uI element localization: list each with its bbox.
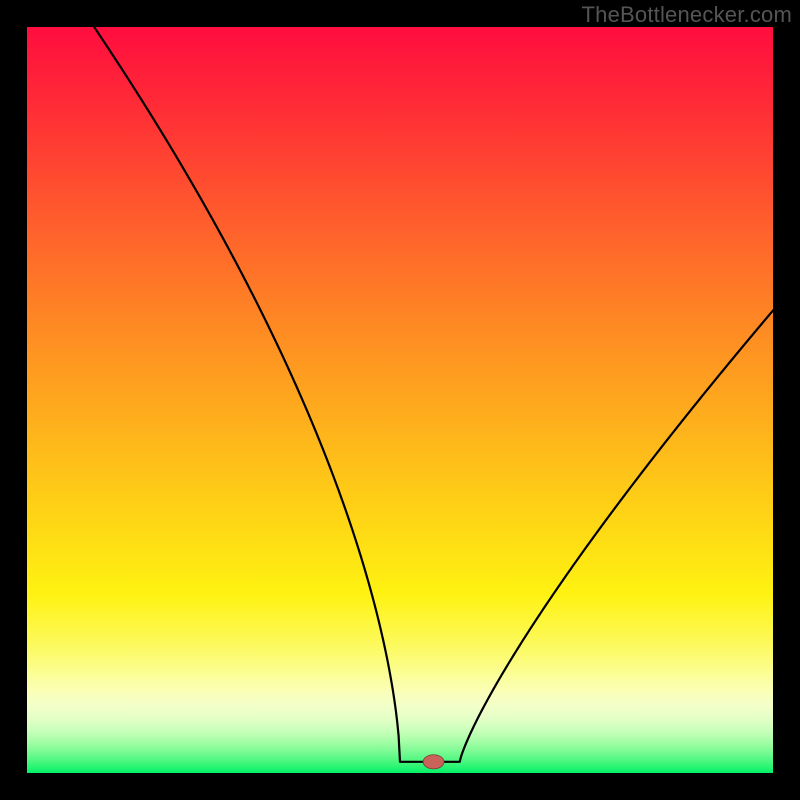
plot-area <box>27 27 773 773</box>
bottleneck-chart-svg <box>27 27 773 773</box>
chart-container: TheBottlenecker.com <box>0 0 800 800</box>
gradient-background <box>27 27 773 773</box>
watermark-text: TheBottlenecker.com <box>582 2 792 28</box>
optimal-point-marker <box>423 755 444 769</box>
